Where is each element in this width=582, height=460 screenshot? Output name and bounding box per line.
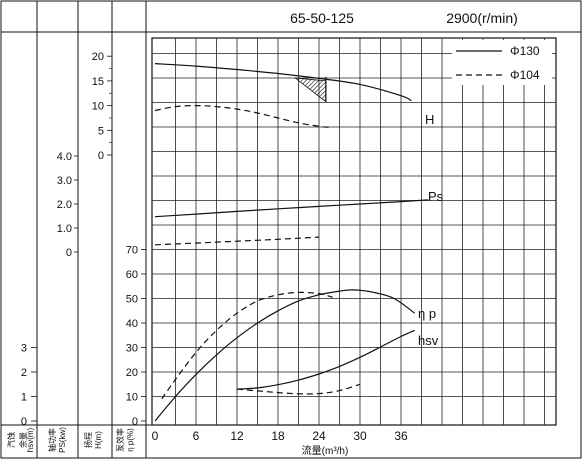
chart-grid bbox=[151, 37, 557, 426]
y-tick-label-h: 15 bbox=[92, 76, 104, 88]
series-H-d130 bbox=[154, 63, 412, 102]
y-tick-label-eta: 40 bbox=[126, 318, 138, 330]
curve-label-Ps: Ps bbox=[428, 189, 444, 204]
y-tick-label-h: 0 bbox=[98, 150, 104, 162]
y-axis-label-eta: 泵效率 bbox=[115, 428, 125, 452]
y-tick-label-eta: 20 bbox=[126, 367, 138, 379]
x-tick-label: 18 bbox=[271, 429, 285, 443]
series-H-d104 bbox=[154, 104, 330, 128]
x-tick-label: 30 bbox=[353, 429, 367, 443]
y-tick-label-ps: 0 bbox=[66, 247, 72, 259]
y-tick-label-ps: 4.0 bbox=[57, 151, 72, 163]
series-Ps-d130 bbox=[154, 199, 429, 218]
x-tick-label: 6 bbox=[193, 429, 200, 443]
x-tick-label: 12 bbox=[230, 429, 244, 443]
y-tick-label-eta: 10 bbox=[126, 392, 138, 404]
x-axis-label: 流量(m³/h) bbox=[302, 444, 349, 457]
y-tick-label-ps: 1.0 bbox=[57, 223, 72, 235]
y-tick-label-h: 10 bbox=[92, 101, 104, 113]
speed-label: 2900(r/min) bbox=[446, 10, 518, 26]
curve-label-eta: η p bbox=[418, 306, 436, 321]
y-tick-label-ps: 2.0 bbox=[57, 199, 72, 211]
series-ηp-d104 bbox=[161, 291, 333, 400]
y-axis-label-eta: η p(%) bbox=[126, 428, 135, 452]
y-tick-label-h: 5 bbox=[98, 125, 104, 137]
y-tick-label-h: 20 bbox=[92, 51, 104, 63]
curve-label-H: H bbox=[425, 112, 434, 127]
curves bbox=[154, 63, 429, 422]
legend-box bbox=[452, 40, 552, 85]
series-ηp-d130 bbox=[154, 289, 416, 422]
curve-label-hsv: hsv bbox=[418, 333, 439, 348]
series-hsv-d130 bbox=[236, 329, 415, 390]
y-axis-label-h: 扬程 bbox=[83, 432, 93, 448]
y-tick-label-eta: 30 bbox=[126, 343, 138, 355]
y-tick-label-hsv: 3 bbox=[21, 343, 27, 355]
y-axis-label-hsv: 汽蚀 bbox=[6, 432, 16, 448]
legend-label-d130: Φ130 bbox=[510, 44, 540, 58]
labels: 0 6 12 18 24 30 36 H Ps η p hsv Φ130 Φ104 bbox=[152, 40, 552, 443]
y-axis-label-h: H(m) bbox=[94, 431, 103, 449]
y-tick-label-eta: 0 bbox=[132, 416, 138, 428]
y-axis-label-hsv: hsv(m) bbox=[26, 427, 35, 452]
plot-border bbox=[151, 37, 557, 426]
y-tick-label-eta: 70 bbox=[126, 245, 138, 257]
y-axes: 32104.03.02.01.0020151050706050403020100… bbox=[6, 51, 146, 453]
y-tick-label-hsv: 2 bbox=[21, 367, 27, 379]
y-axis-label-hsv: 余量 bbox=[18, 432, 28, 448]
y-tick-label-hsv: 0 bbox=[21, 416, 27, 428]
y-axis-label-ps: 轴功率 bbox=[47, 428, 57, 452]
x-tick-label: 0 bbox=[152, 429, 159, 443]
series-Ps-d104 bbox=[154, 236, 320, 246]
y-axis-label-ps: PS(kw) bbox=[58, 427, 67, 453]
x-tick-label: 24 bbox=[312, 429, 326, 443]
y-tick-label-ps: 3.0 bbox=[57, 175, 72, 187]
y-tick-label-eta: 60 bbox=[126, 269, 138, 281]
series-hsv-d104 bbox=[236, 383, 361, 395]
y-tick-label-eta: 50 bbox=[126, 294, 138, 306]
chart-title: 65-50-125 bbox=[290, 10, 354, 26]
x-tick-label: 36 bbox=[394, 429, 408, 443]
hatch-region bbox=[293, 77, 327, 103]
legend-label-d104: Φ104 bbox=[510, 68, 540, 82]
y-tick-label-hsv: 1 bbox=[21, 392, 27, 404]
